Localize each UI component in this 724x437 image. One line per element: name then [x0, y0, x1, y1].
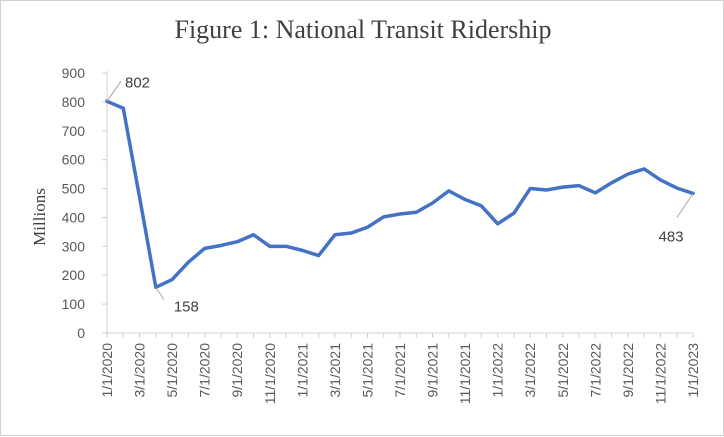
- y-tick-label: 600: [62, 152, 86, 168]
- y-tick-label: 200: [62, 267, 86, 283]
- y-axis-label: Millions: [30, 188, 49, 246]
- x-tick-label: 11/1/2021: [457, 343, 473, 404]
- annotation-leader: [677, 193, 693, 217]
- y-tick-label: 0: [77, 325, 85, 341]
- x-tick-label: 9/1/2021: [425, 343, 441, 398]
- x-tick-label: 7/1/2021: [392, 343, 408, 398]
- x-tick-label: 9/1/2020: [229, 343, 245, 398]
- x-tick-label: 11/1/2022: [652, 343, 668, 404]
- x-tick-label: 1/1/2023: [685, 343, 701, 398]
- data-label: 483: [658, 228, 683, 245]
- x-tick-label: 11/1/2020: [262, 343, 278, 404]
- y-tick-label: 700: [62, 123, 86, 139]
- annotation-leader: [156, 287, 164, 299]
- x-tick-label: 7/1/2022: [587, 343, 603, 398]
- y-tick-label: 900: [62, 65, 86, 81]
- x-tick-label: 3/1/2020: [132, 343, 148, 398]
- ridership-series-line: [107, 101, 693, 287]
- x-tick-label: 3/1/2022: [522, 343, 538, 398]
- x-tick-label: 5/1/2020: [164, 343, 180, 398]
- y-tick-label: 500: [62, 181, 86, 197]
- annotation-leader: [107, 81, 121, 101]
- x-tick-label: 5/1/2022: [555, 343, 571, 398]
- x-tick-label: 7/1/2020: [197, 343, 213, 398]
- y-tick-label: 100: [62, 296, 86, 312]
- y-tick-label: 400: [62, 209, 86, 225]
- data-label: 802: [125, 74, 150, 91]
- x-tick-label: 1/1/2021: [294, 343, 310, 398]
- y-tick-label: 800: [62, 94, 86, 110]
- x-tick-label: 3/1/2021: [327, 343, 343, 398]
- data-label: 158: [174, 298, 199, 315]
- y-tick-label: 300: [62, 238, 86, 254]
- x-tick-label: 9/1/2022: [620, 343, 636, 398]
- x-tick-label: 1/1/2020: [99, 343, 115, 398]
- x-tick-label: 1/1/2022: [490, 343, 506, 398]
- x-tick-label: 5/1/2021: [359, 343, 375, 398]
